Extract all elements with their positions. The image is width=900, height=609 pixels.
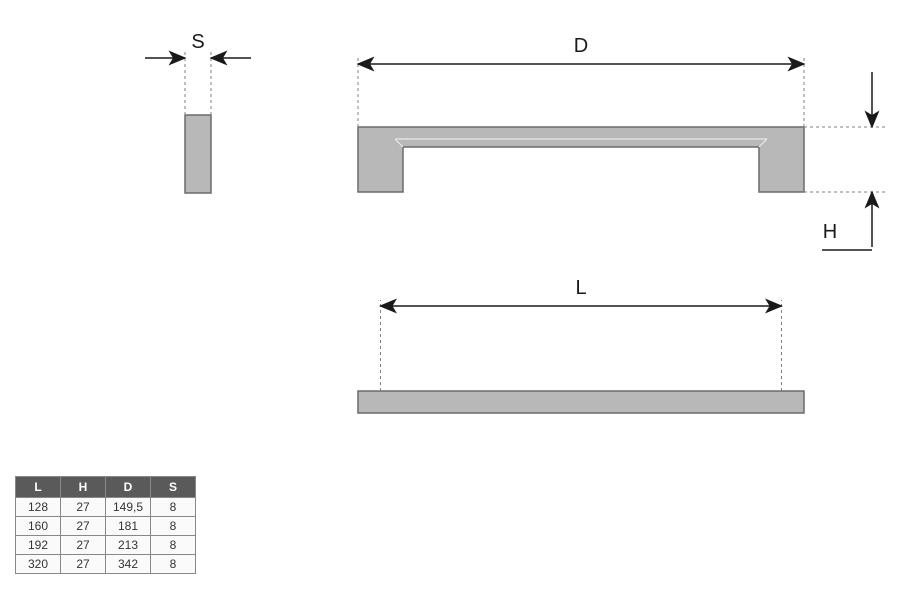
side-profile-shape bbox=[185, 115, 211, 193]
dimensions-table: LHDS 12827149,58160271818192272138320273… bbox=[15, 476, 196, 574]
col-H: H bbox=[61, 477, 106, 498]
table-row: 12827149,58 bbox=[16, 498, 196, 517]
technical-drawing: S D H L bbox=[0, 0, 900, 470]
label-S: S bbox=[191, 31, 204, 53]
top-view-shape bbox=[358, 391, 804, 413]
label-L: L bbox=[575, 277, 586, 299]
col-S: S bbox=[151, 477, 196, 498]
label-H: H bbox=[823, 221, 837, 243]
table-row: 320273428 bbox=[16, 555, 196, 574]
table-row: 160271818 bbox=[16, 517, 196, 536]
table-row: 192272138 bbox=[16, 536, 196, 555]
front-view-shape bbox=[358, 127, 804, 192]
col-D: D bbox=[106, 477, 151, 498]
label-D: D bbox=[574, 35, 588, 57]
col-L: L bbox=[16, 477, 61, 498]
